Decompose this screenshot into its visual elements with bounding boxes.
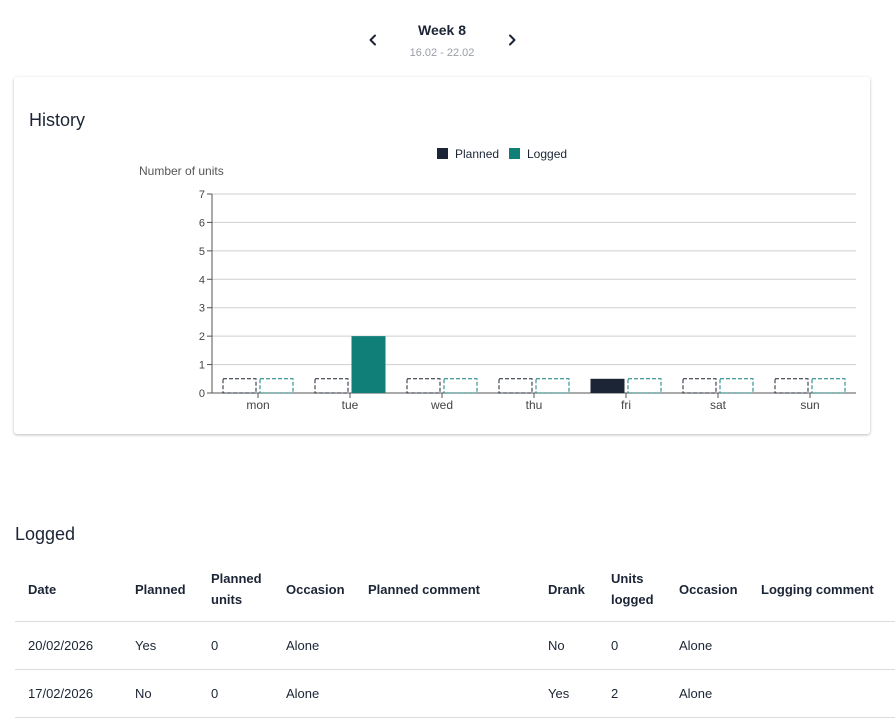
column-header-logging-comment: Logging comment [748,557,895,622]
cell-occasion-logged: Alone [666,669,748,718]
table-row: 17/02/2026 No 0 Alone Yes 2 Alone [15,669,895,718]
history-title: History [29,110,86,130]
y-tick-label: 0 [199,388,205,400]
legend-label-logged: Logged [527,147,567,161]
column-header-planned-units: Planned units [198,557,273,622]
bar-logged-thu-empty [535,378,570,394]
week-navigator: Week 8 16.02 - 22.02 [0,0,895,70]
column-header-date: Date [15,557,122,622]
cell-occasion: Alone [273,669,355,718]
cell-drank: Yes [535,669,598,718]
cell-logging-comment [748,621,895,670]
y-tick-label: 1 [199,360,205,372]
column-header-occasion: Occasion [273,557,355,622]
cell-occasion: Alone [273,621,355,670]
bar-planned-thu-empty [498,378,533,394]
chevron-left-icon [369,34,376,46]
table-header-row: Date Planned Planned units Occasion Plan… [15,557,895,622]
bar-logged-tue [351,336,386,393]
next-week-button[interactable] [500,28,524,52]
cell-date: 20/02/2026 [15,621,122,670]
cell-planned: Yes [122,621,198,670]
legend-swatch-logged [509,148,520,159]
previous-week-button[interactable] [361,28,385,52]
legend-label-planned: Planned [455,147,499,161]
week-date-range: 16.02 - 22.02 [409,47,475,59]
column-header-planned: Planned [122,557,198,622]
logged-section-title: Logged [15,524,76,544]
cell-date: 17/02/2026 [15,669,122,718]
bar-planned-tue-empty [314,378,349,394]
bar-logged-sun-empty [811,378,846,394]
logged-table: Date Planned Planned units Occasion Plan… [15,557,895,718]
bar-planned-sat-empty [682,378,717,394]
column-header-occasion-logged: Occasion [666,557,748,622]
column-header-units-logged: Units logged [598,557,666,622]
y-tick-label: 5 [199,246,205,258]
legend-swatch-planned [437,148,448,159]
y-tick-label: 3 [199,303,205,315]
cell-planned: No [122,669,198,718]
y-tick-label: 6 [199,217,205,229]
x-tick-label: thu [526,398,543,412]
y-axis-label: Number of units [139,164,224,178]
x-tick-label: tue [342,398,359,412]
x-tick-label: mon [246,398,269,412]
x-tick-label: sun [800,398,819,412]
cell-logging-comment [748,669,895,718]
bar-logged-fri-empty [627,378,662,394]
history-chart: 0 1 2 3 4 5 6 7 Number of units Planned Logged mon t… [139,147,856,412]
history-card: History 0 1 2 3 4 5 6 7 Number of units Planned Lo… [14,77,870,434]
bar-planned-mon-empty [222,378,257,394]
bar-planned-fri [590,378,625,393]
bar-planned-sun-empty [774,378,809,394]
x-tick-label: fri [621,398,631,412]
cell-planned-units: 0 [198,669,273,718]
y-tick-label: 4 [199,274,205,286]
cell-units-logged: 2 [598,669,666,718]
cell-planned-comment [355,669,535,718]
table-row: 20/02/2026 Yes 0 Alone No 0 Alone [15,621,895,670]
bar-planned-wed-empty [406,378,441,394]
column-header-planned-comment: Planned comment [355,557,535,622]
x-tick-label: sat [710,398,727,412]
y-tick-label: 7 [199,189,205,201]
bar-logged-sat-empty [719,378,754,394]
y-tick-label: 2 [199,331,205,343]
cell-units-logged: 0 [598,621,666,670]
bar-logged-wed-empty [443,378,478,394]
cell-drank: No [535,621,598,670]
cell-planned-units: 0 [198,621,273,670]
week-title: Week 8 [418,22,466,38]
column-header-drank: Drank [535,557,598,622]
cell-occasion-logged: Alone [666,621,748,670]
x-tick-label: wed [430,398,453,412]
chevron-right-icon [509,34,516,46]
cell-planned-comment [355,621,535,670]
bar-logged-mon-empty [259,378,294,394]
